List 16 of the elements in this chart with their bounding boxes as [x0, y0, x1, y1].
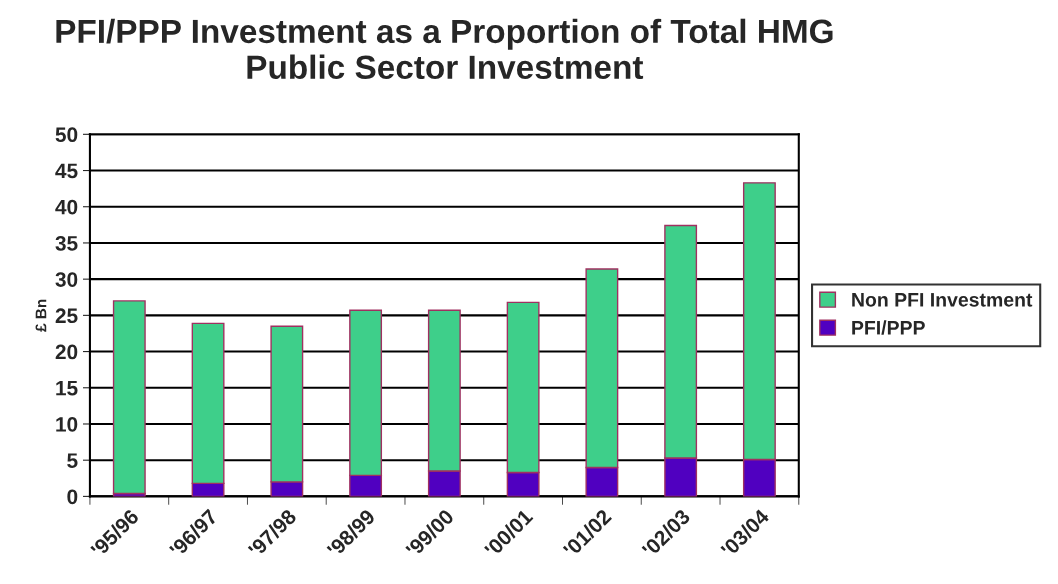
y-tick-label: 30 — [55, 272, 78, 287]
chart-title: PFI/PPP Investment as a Proportion of Total HMG Public Sector Investment — [56, 18, 833, 80]
y-tick-label: 45 — [55, 163, 78, 179]
y-tick-label: 50 — [55, 127, 78, 143]
y-tick-label: 40 — [55, 199, 78, 215]
y-tick-label: 25 — [55, 308, 78, 324]
legend-label: PFI/PPP — [852, 320, 925, 335]
bar — [112, 300, 146, 495]
y-axis-title: £ Bn — [35, 299, 47, 332]
legend-label: Non PFI Investment — [852, 293, 1033, 307]
y-tick-label: 10 — [56, 416, 78, 432]
y-tick-label: 5 — [67, 453, 78, 468]
y-tick-label: 0 — [67, 489, 78, 505]
y-tick-label: 35 — [55, 235, 78, 251]
y-tick-label: 20 — [55, 344, 78, 360]
y-tick-label: 15 — [56, 380, 78, 396]
